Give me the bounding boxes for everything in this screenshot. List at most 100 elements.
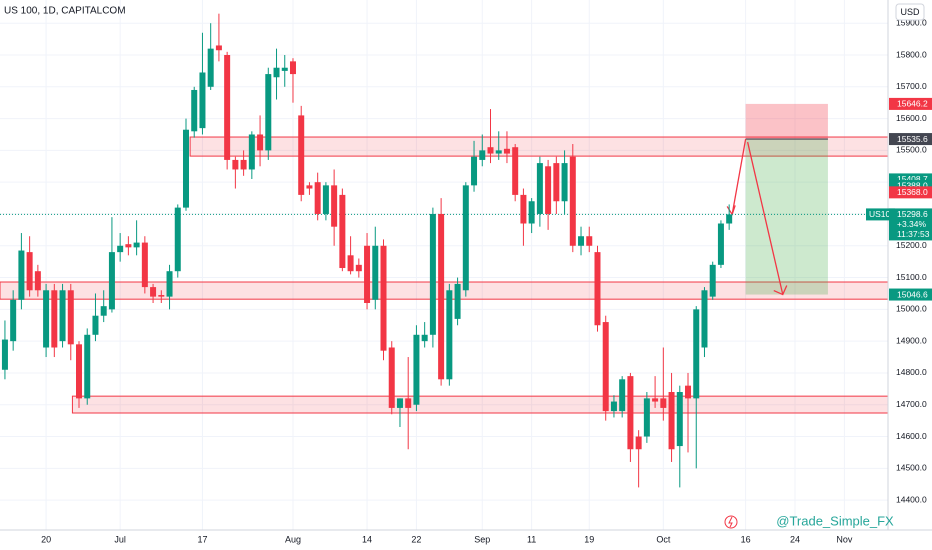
candle-body: [1, 339, 8, 370]
y-tick-label: 14700.0: [896, 399, 927, 409]
projection-arrow: [746, 141, 784, 295]
price-tag: [889, 97, 932, 110]
price-tag: [889, 288, 932, 301]
x-tick-label: 14: [362, 534, 372, 544]
candle-body: [100, 306, 107, 316]
candle-body: [413, 334, 420, 405]
price-tag-label: 15646.2: [897, 99, 928, 109]
symbol-label: US100: [869, 209, 895, 219]
candle-body: [199, 72, 206, 129]
projection-arrow: [773, 285, 788, 296]
y-tick-label: 15900.0: [896, 17, 927, 27]
candle-body: [503, 148, 510, 154]
currency[interactable]: USD: [900, 7, 920, 17]
price-tag-label: 15408.7: [897, 174, 928, 184]
candle-body: [668, 392, 675, 450]
candle-body: [265, 74, 272, 151]
candle-body: [306, 185, 313, 189]
price-tag: [889, 133, 932, 146]
y-tick-label: 15500.0: [896, 145, 927, 155]
candle-body: [26, 252, 33, 291]
alert-icon[interactable]: [724, 515, 738, 529]
x-tick-label: Sep: [474, 534, 490, 544]
projection-arrow: [731, 138, 747, 215]
candle-body: [281, 67, 288, 71]
candle-body: [174, 207, 181, 272]
candle-body: [158, 295, 165, 297]
candle-body: [619, 379, 626, 412]
candle-body: [273, 67, 280, 78]
stop-area: [745, 103, 828, 140]
candle-body: [133, 242, 140, 248]
candle-body: [676, 392, 683, 447]
candle-body: [166, 271, 173, 297]
candle-body: [43, 290, 50, 348]
candle-body: [709, 264, 716, 297]
candle-body: [380, 245, 387, 351]
candle-body: [76, 344, 83, 399]
current-price-tag: [889, 208, 932, 241]
current-price: 15298.6: [897, 209, 928, 219]
y-tick-label: 14400.0: [896, 494, 927, 504]
candle-body: [660, 398, 667, 408]
candle-body: [150, 287, 157, 297]
price-change: +3.34%: [897, 219, 927, 229]
candle-body: [92, 315, 99, 335]
candle-body: [578, 236, 585, 246]
candle-body: [182, 129, 189, 208]
candle-body: [561, 163, 568, 202]
candle-body: [512, 147, 519, 195]
candle-body: [479, 150, 486, 160]
candle-body: [701, 290, 708, 348]
price-tag: [889, 186, 932, 199]
plot: [0, 13, 889, 488]
x-tick-label: 17: [197, 534, 207, 544]
candle-body: [438, 213, 445, 380]
candle-body: [207, 48, 214, 87]
candle-body: [125, 244, 132, 248]
currency-button[interactable]: [895, 3, 925, 21]
candle-body: [314, 182, 321, 214]
candle-body: [232, 159, 239, 170]
candle-body: [240, 159, 247, 170]
candle-body: [372, 245, 379, 300]
candle-body: [693, 309, 700, 399]
y-tick-label: 15600.0: [896, 113, 927, 123]
candle-body: [34, 271, 41, 291]
candle-body: [471, 156, 478, 186]
candle-body: [405, 398, 412, 408]
axis: 14400.0 14500.0 14600.0 14700.0 14800.0 14900…: [41, 17, 932, 544]
y-tick-label: 15100.0: [896, 272, 927, 282]
candle-body: [364, 245, 371, 303]
candle-body: [396, 398, 403, 408]
candle-body: [545, 166, 552, 214]
candle-body: [520, 194, 527, 224]
price-tag-label: 15388.0: [897, 181, 928, 191]
candle-body: [726, 214, 733, 224]
x-tick-label: 16: [741, 534, 751, 544]
candle-body: [652, 398, 659, 402]
x-tick-label: 24: [790, 534, 800, 544]
candle-body: [51, 290, 58, 348]
candle-body: [331, 185, 338, 227]
price-tag-label: 15535.6: [897, 134, 928, 144]
y-tick-label: 15200.0: [896, 240, 927, 250]
candle-body: [117, 245, 124, 253]
candle-body: [635, 436, 642, 450]
candle-body: [487, 147, 494, 154]
y-tick-label: 14800.0: [896, 367, 927, 377]
candle-body: [215, 45, 222, 51]
x-tick-label: Oct: [656, 534, 671, 544]
candle-body: [594, 252, 601, 326]
candle-body: [429, 213, 436, 335]
candle-body: [339, 194, 346, 269]
x-tick-label: 20: [41, 534, 51, 544]
y-tick-label: 14500.0: [896, 463, 927, 473]
watermark: @Trade_Simple_FX: [776, 513, 894, 528]
candle-body: [569, 156, 576, 246]
y-tick-label: 14900.0: [896, 335, 927, 345]
candle-body: [446, 290, 453, 380]
candle-body: [84, 334, 91, 399]
candle-body: [141, 242, 148, 288]
